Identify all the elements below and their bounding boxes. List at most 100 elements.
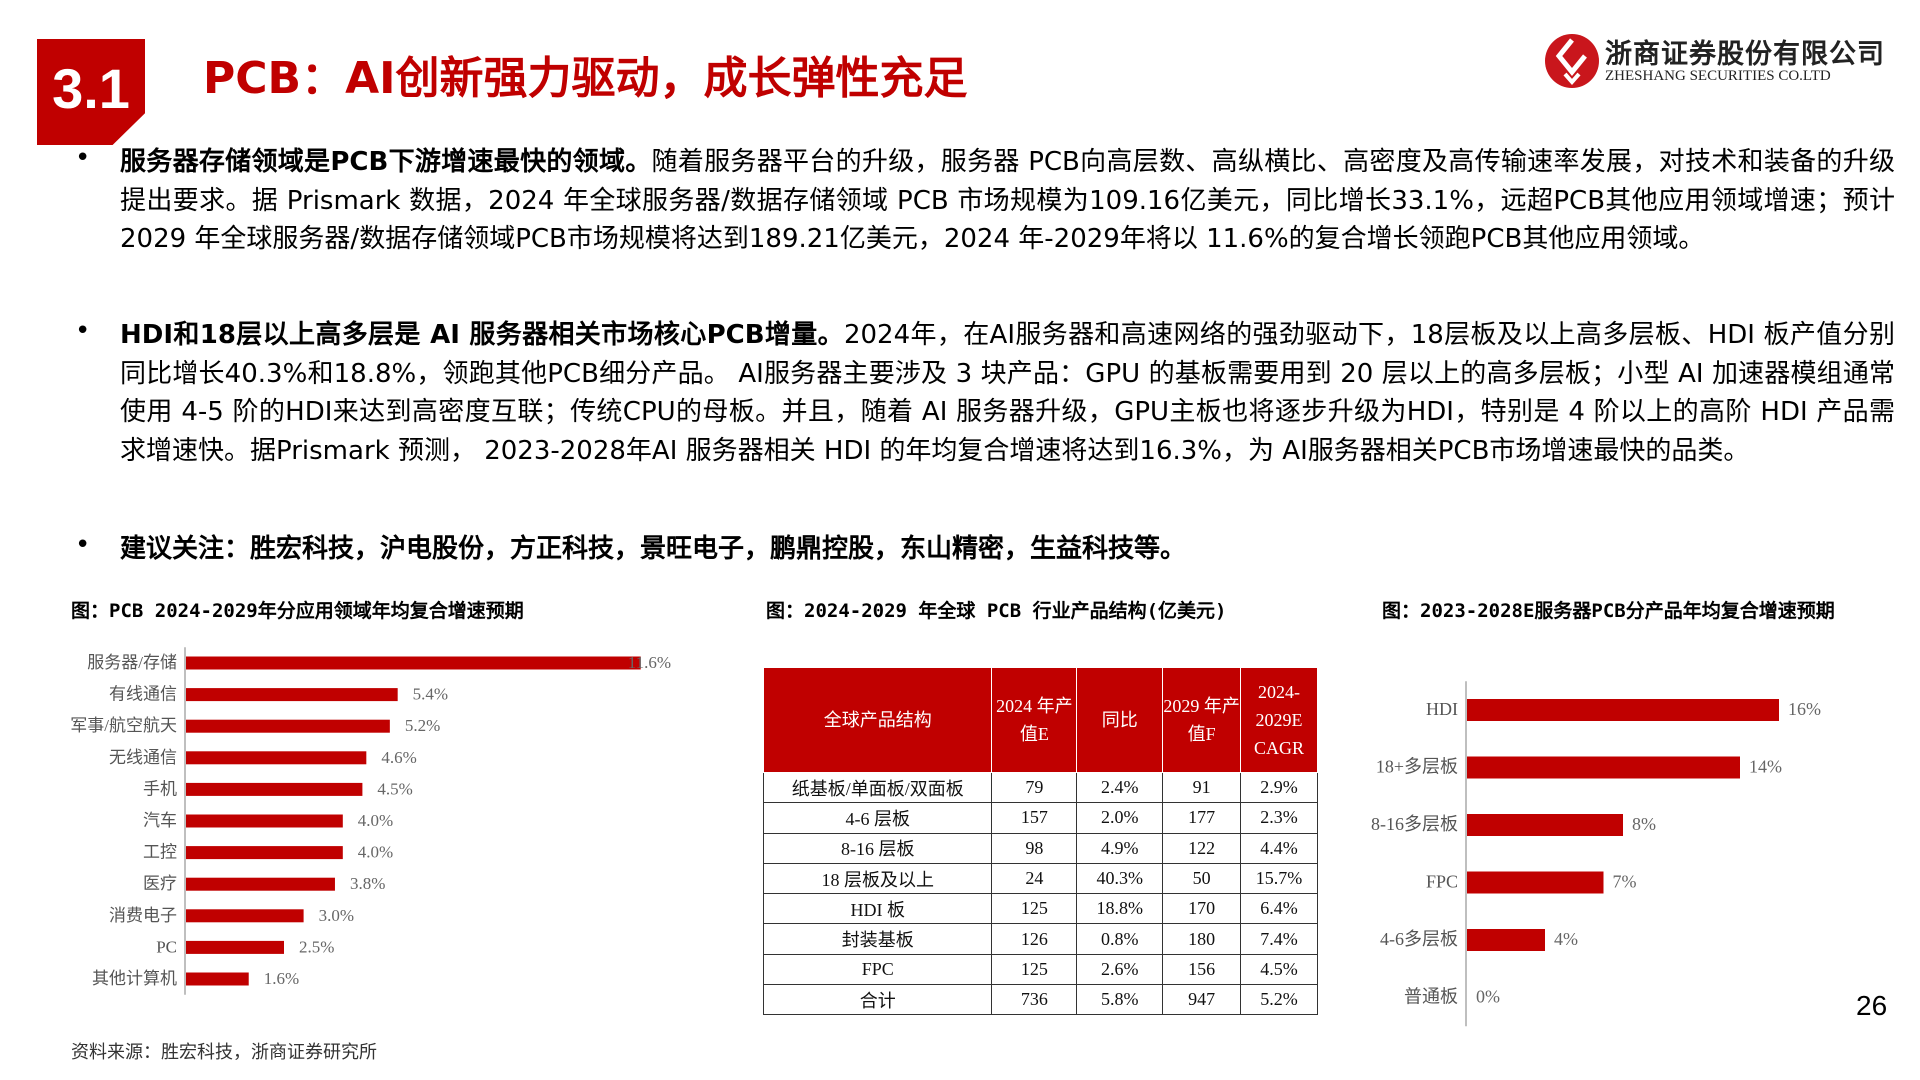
bar (186, 877, 335, 891)
bar (186, 719, 390, 733)
table-cell: 50 (1162, 862, 1242, 895)
logo-cn-text: 浙商证券股份有限公司 (1605, 39, 1885, 70)
data-label: 5.4% (413, 685, 448, 704)
category-label: 18+多层板 (1376, 757, 1458, 777)
bar (1467, 756, 1740, 779)
category-label: 服务器/存储 (87, 653, 177, 672)
table-row: 18 层板及以上 24 40.3% 50 15.7% (762, 862, 1318, 895)
table-cell: 4-6 层板 (762, 802, 993, 834)
data-label: 8% (1632, 814, 1656, 834)
table-cell: 2.0% (1076, 802, 1164, 834)
table-cell: 91 (1162, 771, 1242, 804)
bar (186, 846, 343, 860)
category-label: 工控 (143, 843, 177, 862)
table-cell: HDI 板 (762, 893, 993, 925)
table-cell: 2.9% (1240, 771, 1318, 804)
data-label: 4.5% (377, 779, 412, 798)
bar (186, 940, 284, 954)
category-label: 普通板 (1404, 987, 1458, 1007)
table-cell: 122 (1162, 832, 1242, 864)
bar (186, 688, 398, 702)
data-label: 14% (1749, 757, 1782, 777)
chart-title-middle: 图：2024-2029 年全球 PCB 行业产品结构(亿美元) (766, 600, 1227, 622)
table-cell: 98 (991, 832, 1078, 864)
paragraph-lead: HDI和18层以上高多层是 AI 服务器相关市场核心PCB增量。 (120, 320, 844, 350)
table-cell: 125 (991, 953, 1078, 986)
table-row: FPC 125 2.6% 156 4.5% (762, 953, 1318, 986)
table-cell: 40.3% (1076, 862, 1164, 895)
category-label: 8-16多层板 (1371, 814, 1458, 834)
bar (1467, 871, 1604, 894)
table-cell: 7.4% (1240, 923, 1318, 955)
bar (1467, 929, 1545, 951)
table-cell: 2.6% (1076, 953, 1164, 986)
table-cell: 947 (1162, 984, 1242, 1016)
category-label: 无线通信 (109, 748, 177, 767)
category-label: HDI (1426, 699, 1458, 719)
data-label: 4.6% (381, 748, 416, 767)
table-cell: 18 层板及以上 (762, 862, 993, 895)
table-cell: 736 (991, 984, 1078, 1016)
paragraph-lead: 建议关注：胜宏科技，沪电股份，方正科技，景旺电子，鹏鼎控股，东山精密，生益科技等… (120, 534, 1187, 564)
logo-emblem-icon (1545, 34, 1599, 88)
table-header-row: 全球产品结构 2024 年产值E 同比 2029 年产值F 2024-2029E CAG… (762, 667, 1318, 773)
table-cell: 0.8% (1076, 923, 1164, 955)
category-label: 汽车 (143, 811, 177, 830)
page-number: 26 (1856, 990, 1888, 1021)
chart-title-right: 图：2023-2028E服务器PCB分产品年均复合增速预期 (1382, 600, 1835, 622)
table-cell: 6.4% (1240, 893, 1318, 925)
bar (186, 814, 343, 828)
table-cell: 封装基板 (762, 923, 993, 955)
table-cell: 24 (991, 862, 1078, 895)
paragraph-body: 随着服务器平台的升级，服务器 PCB向高层数、高纵横比、高密度及高传输速率发展，… (120, 147, 1895, 254)
paragraph-recommendation: 建议关注：胜宏科技，沪电股份，方正科技，景旺电子，鹏鼎控股，东山精密，生益科技等… (120, 530, 1895, 569)
category-label: FPC (1426, 872, 1458, 892)
table-cell: 8-16 层板 (762, 832, 993, 864)
bullet-dot: • (75, 316, 91, 346)
table-cell: 5.2% (1240, 984, 1318, 1016)
paragraph-lead: 服务器存储领域是PCB下游增速最快的领域。 (120, 147, 652, 177)
table-cell: 4.5% (1240, 953, 1318, 986)
company-logo: 浙商证券股份有限公司 ZHESHANG SECURITIES CO.LTD (1545, 32, 1885, 92)
table-cell: 125 (991, 893, 1078, 925)
table-cell: 79 (991, 771, 1078, 804)
table-cell: 2.4% (1076, 771, 1164, 804)
table-cell: 156 (1162, 953, 1242, 986)
category-label: 有线通信 (109, 685, 177, 704)
table-cell: 177 (1162, 802, 1242, 834)
data-label: 2.5% (299, 937, 334, 956)
table-cell: 157 (991, 802, 1078, 834)
data-label: 3.0% (319, 906, 354, 925)
section-number-badge: 3.1 (37, 39, 145, 145)
pcb-product-structure-table: 全球产品结构 2024 年产值E 同比 2029 年产值F 2024-2029E CAG… (762, 667, 1318, 1016)
table-row: 封装基板 126 0.8% 180 7.4% (762, 923, 1318, 955)
data-label: 16% (1788, 699, 1821, 719)
table-cell: 4.4% (1240, 832, 1318, 864)
bar (186, 751, 367, 765)
column-header: 全球产品结构 (762, 667, 993, 773)
table-cell: 180 (1162, 923, 1242, 955)
bar (1467, 699, 1779, 721)
server-pcb-cagr-bar-chart: HDI 16% 18+多层板 14% 8-16多层板 8% FPC 7% 4-6多层板 4% 普通板… (1371, 681, 1821, 1027)
paragraph-server-storage: 服务器存储领域是PCB下游增速最快的领域。随着服务器平台的升级，服务器 PCB向… (120, 143, 1895, 259)
category-label: PC (156, 937, 177, 956)
chart-title-left: 图：PCB 2024-2029年分应用领域年均复合增速预期 (71, 600, 524, 622)
table-cell: 126 (991, 923, 1078, 955)
table-cell: 5.8% (1076, 984, 1164, 1016)
table-row: 合计 736 5.8% 947 5.2% (762, 984, 1318, 1016)
paragraph-hdi: HDI和18层以上高多层是 AI 服务器相关市场核心PCB增量。2024年，在A… (120, 316, 1895, 470)
data-label: 7% (1613, 872, 1637, 892)
paragraph-body: 2024年，在AI服务器和高速网络的强劲驱动下，18层板及以上高多层板、HDI … (120, 320, 1895, 466)
category-label: 消费电子 (109, 906, 177, 925)
data-label: 3.8% (350, 874, 385, 893)
data-label: 4.0% (358, 811, 393, 830)
data-label: 4% (1554, 929, 1578, 949)
table-row: 8-16 层板 98 4.9% 122 4.4% (762, 832, 1318, 864)
column-header: 2029 年产值F (1162, 667, 1242, 773)
column-header: 2024 年产值E (991, 667, 1078, 773)
source-note: 资料来源：胜宏科技，浙商证券研究所 (71, 1042, 377, 1063)
table-cell: 15.7% (1240, 862, 1318, 895)
page-title: PCB：AI创新强力驱动，成长弹性充足 (203, 53, 968, 104)
data-label: 5.2% (405, 716, 440, 735)
bullet-dot: • (75, 143, 91, 173)
